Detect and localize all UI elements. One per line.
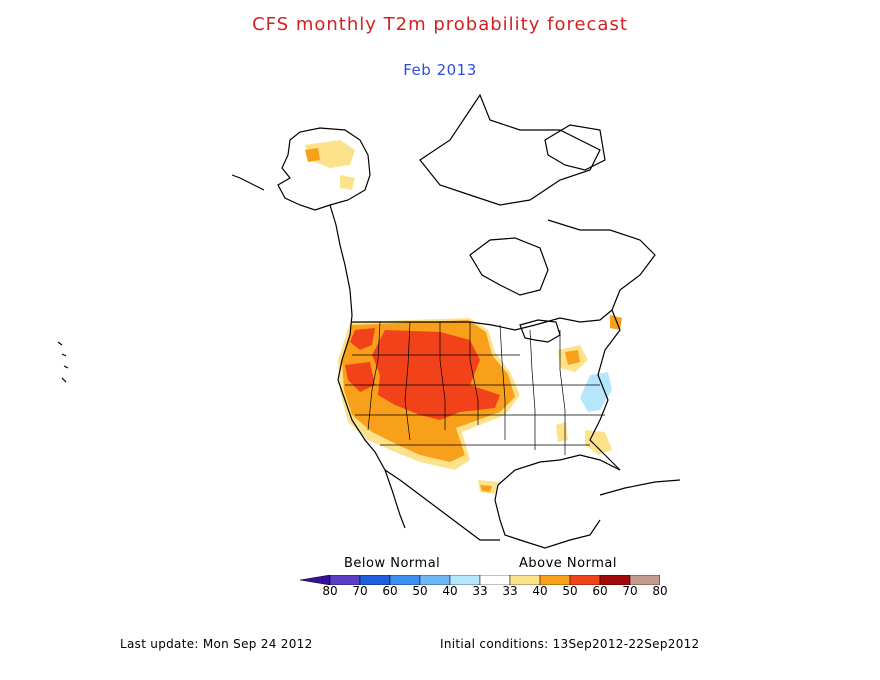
legend-tick-label: 80 <box>322 584 338 598</box>
legend-below-normal-label: Below Normal <box>344 556 441 571</box>
coast-atlantic <box>547 219 656 471</box>
coast-pacific <box>329 204 406 529</box>
coast-aleutians <box>231 174 265 191</box>
shade-40-mississippi <box>556 422 568 442</box>
forecast-month: Feb 2013 <box>403 61 477 79</box>
legend-tick-label: 33 <box>502 584 518 598</box>
legend-tick-label: 40 <box>442 584 458 598</box>
coast-gulf <box>494 454 621 549</box>
coast-cuba <box>599 479 681 496</box>
coast-arctic-islands <box>419 93 601 206</box>
legend-colorbar <box>300 575 660 585</box>
map-title: CFS monthly T2m probability forecast <box>252 14 628 35</box>
shade-40-gulf-coast <box>585 430 612 455</box>
coast-hudson-bay <box>469 237 549 296</box>
legend-tick-label: 50 <box>412 584 428 598</box>
shade-50-ohio-valley <box>565 350 580 365</box>
coast-mexico <box>384 469 500 541</box>
legend-tick-label: 80 <box>652 584 668 598</box>
coastlines <box>57 93 681 549</box>
shade-40-alaska-interior <box>340 175 355 190</box>
shade-60-rockies <box>372 330 500 420</box>
initial-conditions-text: Initial conditions: 13Sep2012-22Sep2012 <box>440 637 700 651</box>
legend-tick-label: 70 <box>622 584 638 598</box>
border-us-canada <box>352 309 613 331</box>
shade-60-pacific-nw <box>350 328 375 350</box>
last-update-text: Last update: Mon Sep 24 2012 <box>120 637 313 651</box>
legend-tick-label: 33 <box>472 584 488 598</box>
shade-40-alaska-north <box>305 140 355 168</box>
probability-shading <box>305 140 622 494</box>
legend-tick-label: 40 <box>532 584 548 598</box>
coast-alaska <box>277 127 371 211</box>
shade-40-below-southeast <box>580 372 612 412</box>
legend-tick-label: 50 <box>562 584 578 598</box>
shade-50-alaska-spot <box>305 148 320 162</box>
coast-great-lakes <box>519 319 561 343</box>
legend-above-normal-label: Above Normal <box>519 556 617 571</box>
legend-tick-label: 60 <box>592 584 608 598</box>
shade-60-great-basin <box>345 362 375 392</box>
legend-swatch <box>629 575 660 585</box>
shade-50-new-england <box>610 315 622 330</box>
state-borders <box>345 321 605 455</box>
coast-hawaii <box>57 341 69 383</box>
shade-50-texas-south <box>480 485 492 492</box>
legend-tick-label: 60 <box>382 584 398 598</box>
coast-greenland <box>544 124 606 171</box>
legend-tick-label: 70 <box>352 584 368 598</box>
